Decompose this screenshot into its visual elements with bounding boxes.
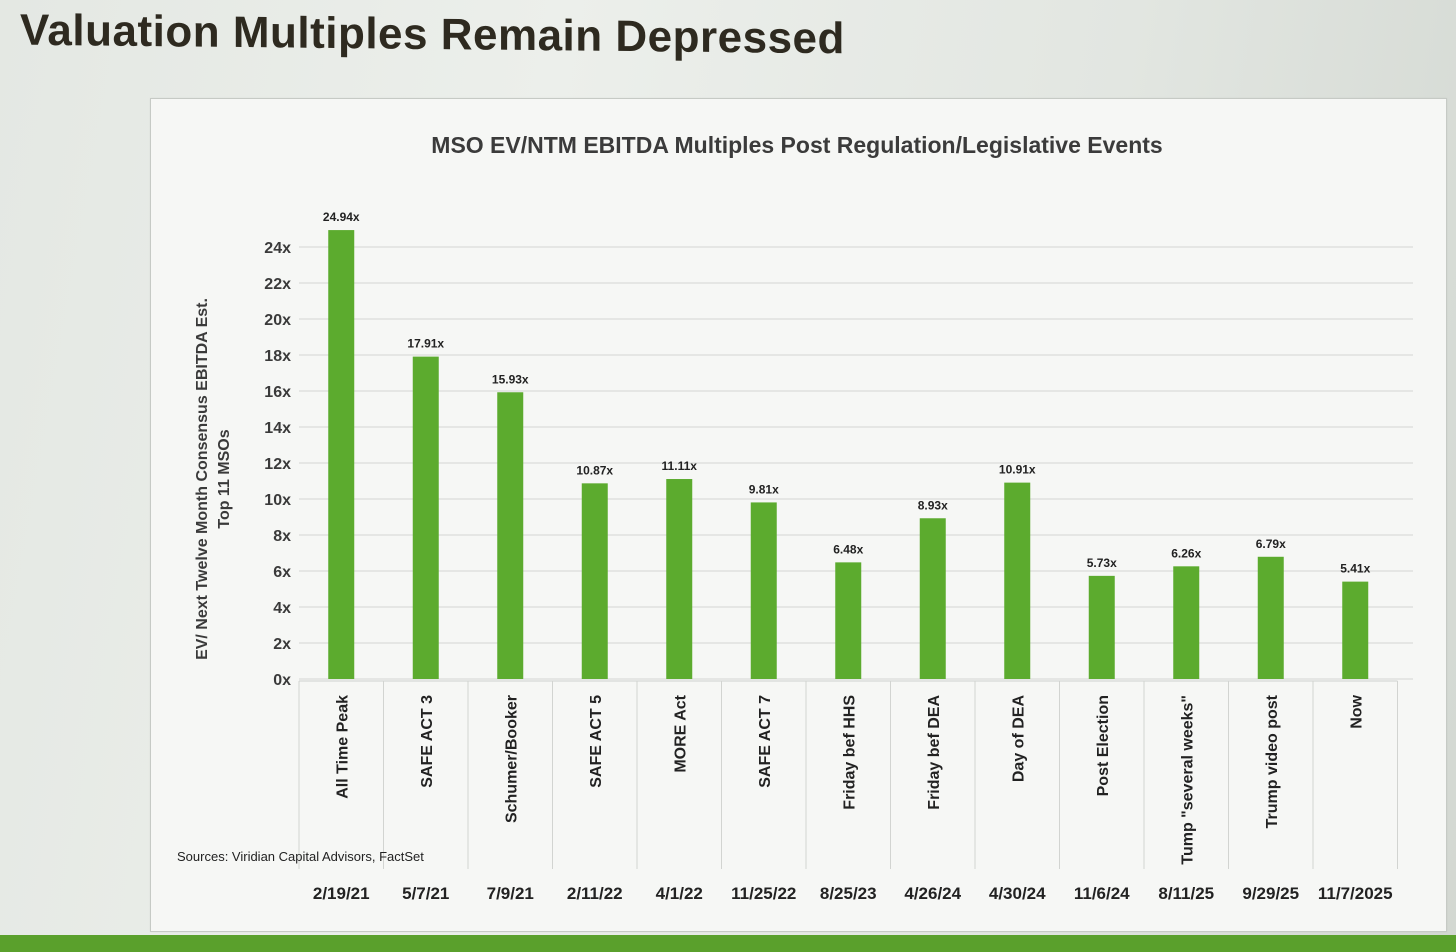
- date-label: 8/11/25: [1158, 884, 1214, 903]
- category-label: Post Election: [1095, 695, 1112, 796]
- source-note: Sources: Viridian Capital Advisors, Fact…: [177, 849, 424, 864]
- bar: [750, 502, 777, 679]
- date-label: 9/29/25: [1242, 884, 1299, 903]
- date-label: 8/25/23: [820, 884, 877, 903]
- bar: [1173, 566, 1200, 679]
- bar-value-label: 6.48x: [833, 542, 863, 556]
- bar-chart: MSO EV/NTM EBITDA Multiples Post Regulat…: [177, 132, 1413, 903]
- y-axis-label-line-2: Top 11 MSOs: [216, 429, 233, 528]
- chart-panel: MSO EV/NTM EBITDA Multiples Post Regulat…: [150, 98, 1447, 932]
- category-labels: All Time Peak SAFE ACT 3 Schumer/Booker SAF…: [334, 694, 1365, 864]
- category-label: Friday bef DEA: [926, 695, 943, 810]
- y-tick-label: 24x: [264, 240, 291, 257]
- y-tick-label: 0x: [273, 672, 291, 689]
- date-label: 4/1/22: [656, 884, 703, 903]
- category-label: Day of DEA: [1010, 695, 1027, 783]
- bars: [328, 230, 1369, 679]
- date-label: 2/19/21: [313, 884, 370, 903]
- bar: [581, 483, 608, 679]
- bar-value-label: 9.81x: [749, 482, 779, 496]
- bar-value-label: 10.91x: [999, 463, 1036, 477]
- date-label: 11/6/24: [1074, 884, 1130, 903]
- y-tick-label: 22x: [264, 276, 291, 293]
- y-tick-label: 12x: [264, 456, 291, 473]
- bar-value-label: 15.93x: [492, 372, 529, 386]
- bar: [1088, 575, 1115, 679]
- y-tick-label: 4x: [273, 600, 291, 617]
- y-axis-label: EV/ Next Twelve Month Consensus EBITDA E…: [194, 298, 233, 660]
- category-label: MORE Act: [672, 694, 689, 772]
- slide-title: Valuation Multiples Remain Depressed: [20, 5, 845, 64]
- bar: [1342, 581, 1369, 679]
- bar-value-label: 5.41x: [1340, 562, 1370, 576]
- date-label: 11/7/2025: [1318, 884, 1393, 903]
- y-tick-label: 20x: [264, 312, 291, 329]
- bar-value-label: 11.11x: [662, 459, 698, 473]
- bar: [1004, 482, 1031, 679]
- bar: [412, 356, 439, 679]
- bar: [497, 392, 524, 679]
- y-tick-label: 8x: [273, 528, 291, 545]
- bar-value-label: 10.87x: [576, 463, 613, 477]
- bar: [328, 230, 355, 679]
- bar-value-label: 8.93x: [918, 498, 948, 512]
- bar: [919, 518, 946, 679]
- category-label: Tump "several weeks": [1179, 695, 1196, 865]
- category-label: Trump video post: [1264, 694, 1281, 828]
- date-label: 4/30/24: [989, 884, 1046, 903]
- bar-value-label: 6.79x: [1256, 537, 1286, 551]
- category-table: [298, 680, 1398, 869]
- bar-labels: 24.94x 17.91x 15.93x 10.87x 11.11x 9.81x 6.48x…: [323, 210, 1371, 576]
- bar-value-label: 17.91x: [407, 337, 444, 351]
- accent-bar: [0, 935, 1456, 952]
- category-label: All Time Peak: [334, 695, 351, 799]
- bar: [666, 479, 693, 679]
- y-tick-label: 2x: [273, 636, 291, 653]
- bar: [835, 562, 862, 679]
- bar-value-label: 24.94x: [323, 210, 360, 224]
- y-tick-label: 14x: [264, 420, 291, 437]
- y-tick-label: 10x: [264, 492, 291, 509]
- y-axis: 0x 2x 4x 6x 8x 10x 12x 14x 16x 18x 20x 22x 24x: [264, 240, 291, 689]
- bar-value-label: 5.73x: [1087, 556, 1117, 570]
- date-label: 4/26/24: [904, 884, 961, 903]
- bar: [1257, 556, 1284, 679]
- chart-title: MSO EV/NTM EBITDA Multiples Post Regulat…: [431, 132, 1162, 158]
- category-label: SAFE ACT 7: [757, 695, 774, 788]
- date-label: 2/11/22: [567, 884, 623, 903]
- category-label: SAFE ACT 5: [588, 695, 605, 788]
- category-label: Now: [1348, 694, 1365, 728]
- y-axis-label-line-1: EV/ Next Twelve Month Consensus EBITDA E…: [194, 298, 211, 660]
- category-label: Schumer/Booker: [503, 695, 520, 823]
- y-tick-label: 18x: [264, 348, 291, 365]
- category-label: SAFE ACT 3: [419, 695, 436, 788]
- bar-value-label: 6.26x: [1171, 546, 1201, 560]
- date-label: 5/7/21: [402, 884, 449, 903]
- date-label: 11/25/22: [731, 884, 796, 903]
- date-labels: 2/19/21 5/7/21 7/9/21 2/11/22 4/1/22 11/25/22…: [313, 884, 1393, 903]
- y-tick-label: 6x: [273, 564, 291, 581]
- date-label: 7/9/21: [487, 884, 534, 903]
- y-tick-label: 16x: [264, 384, 291, 401]
- category-label: Friday bef HHS: [841, 695, 858, 810]
